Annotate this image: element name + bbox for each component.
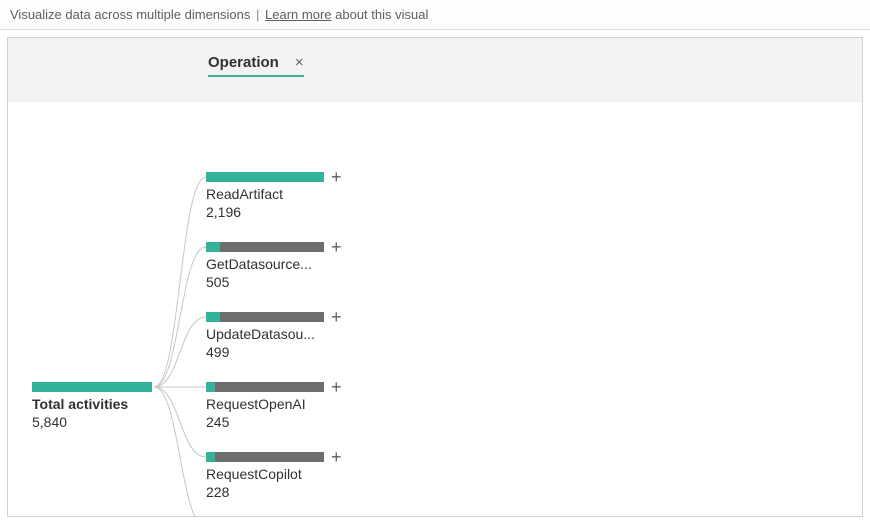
child-bar-fill <box>206 452 215 462</box>
root-bar <box>32 382 152 392</box>
child-label: RequestOpenAI <box>206 396 324 414</box>
expand-icon[interactable]: + <box>331 170 342 184</box>
child-value: 245 <box>206 414 324 430</box>
close-icon[interactable]: × <box>295 54 304 71</box>
child-bar <box>206 382 324 392</box>
header-strip: Operation × <box>8 38 862 102</box>
expand-icon[interactable]: + <box>331 380 342 394</box>
expand-icon[interactable]: + <box>331 310 342 324</box>
expand-icon[interactable]: + <box>331 240 342 254</box>
connectors <box>8 38 863 517</box>
decomposition-tree: Operation × Total activities 5,840 ReadA… <box>7 37 863 517</box>
child-node[interactable]: RequestOpenAI245+ <box>206 382 324 430</box>
child-value: 499 <box>206 344 324 360</box>
child-bar-fill <box>206 172 324 182</box>
child-label: ReadArtifact <box>206 186 324 204</box>
expand-icon[interactable]: + <box>331 450 342 464</box>
child-value: 2,196 <box>206 204 324 220</box>
child-bar <box>206 312 324 322</box>
child-value: 228 <box>206 484 324 500</box>
info-bar: Visualize data across multiple dimension… <box>0 0 870 30</box>
child-bar <box>206 452 324 462</box>
child-node[interactable]: ReadArtifact2,196+ <box>206 172 324 220</box>
child-label: UpdateDatasou... <box>206 326 324 344</box>
child-node[interactable]: UpdateDatasou...499+ <box>206 312 324 360</box>
child-bar-fill <box>206 382 215 392</box>
root-label: Total activities <box>32 396 152 414</box>
divider: | <box>256 7 259 22</box>
root-node[interactable]: Total activities 5,840 <box>32 382 152 430</box>
root-bar-fill <box>32 382 152 392</box>
learn-more-link[interactable]: Learn more <box>265 7 331 22</box>
info-text: Visualize data across multiple dimension… <box>10 7 250 22</box>
child-label: GetDatasource... <box>206 256 324 274</box>
child-value: 505 <box>206 274 324 290</box>
root-value: 5,840 <box>32 414 152 430</box>
child-bar-fill <box>206 242 220 252</box>
child-bar <box>206 172 324 182</box>
child-node[interactable]: RequestCopilot228+ <box>206 452 324 500</box>
info-tail: about this visual <box>335 7 428 22</box>
child-bar-fill <box>206 312 220 322</box>
dimension-label: Operation <box>208 54 279 71</box>
child-bar <box>206 242 324 252</box>
child-node[interactable]: GetDatasource...505+ <box>206 242 324 290</box>
dimension-chip[interactable]: Operation × <box>208 54 304 77</box>
child-label: RequestCopilot <box>206 466 324 484</box>
